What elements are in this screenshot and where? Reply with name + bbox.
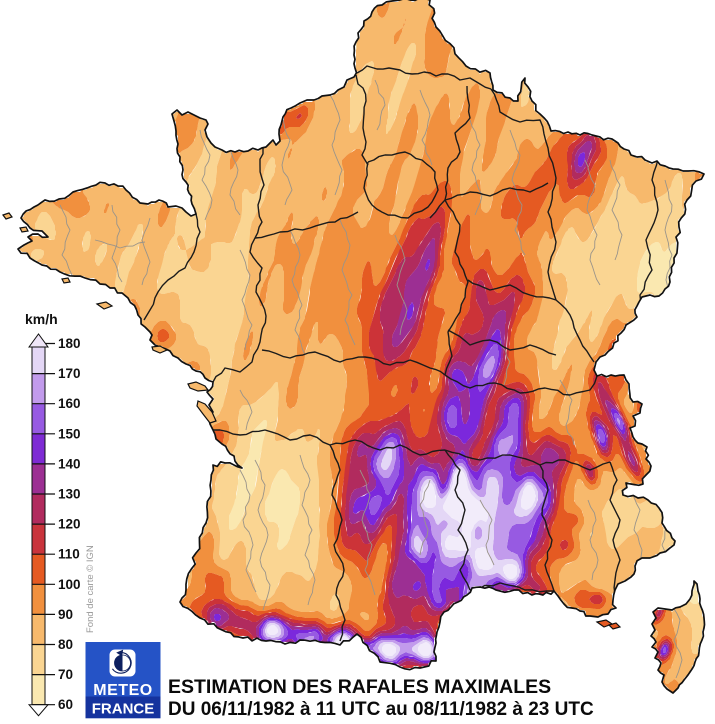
svg-text:160: 160	[58, 396, 81, 411]
svg-text:90: 90	[58, 607, 73, 622]
svg-text:110: 110	[58, 547, 80, 562]
svg-text:130: 130	[58, 487, 81, 502]
svg-text:80: 80	[58, 637, 73, 652]
svg-text:170: 170	[58, 366, 81, 381]
svg-text:140: 140	[58, 456, 81, 471]
svg-text:METEO: METEO	[93, 682, 152, 699]
svg-text:180: 180	[58, 336, 81, 351]
svg-text:ESTIMATION DES RAFALES MAXIMAL: ESTIMATION DES RAFALES MAXIMALES	[168, 676, 551, 698]
svg-text:150: 150	[58, 426, 81, 441]
svg-text:DU 06/11/1982 à 11 UTC au 08/1: DU 06/11/1982 à 11 UTC au 08/11/1982 à 2…	[168, 699, 594, 720]
svg-text:70: 70	[58, 667, 73, 682]
svg-text:km/h: km/h	[25, 311, 58, 327]
svg-text:FRANCE: FRANCE	[92, 701, 155, 718]
svg-text:120: 120	[58, 517, 81, 532]
svg-text:Fond de carte © IGN: Fond de carte © IGN	[85, 545, 96, 633]
svg-text:60: 60	[58, 697, 73, 712]
svg-text:100: 100	[58, 577, 81, 592]
